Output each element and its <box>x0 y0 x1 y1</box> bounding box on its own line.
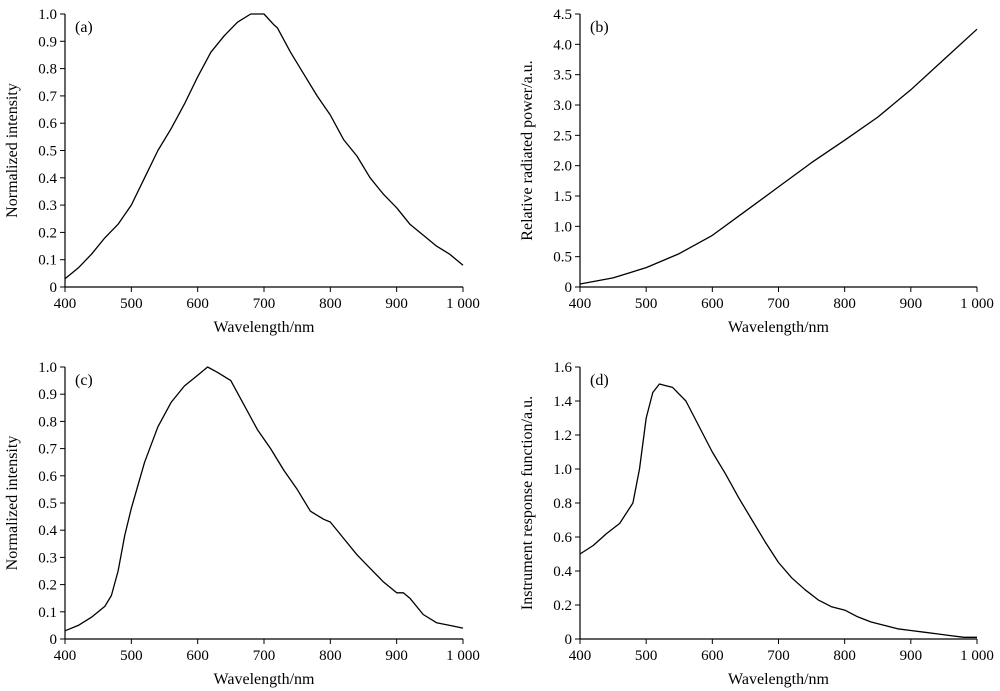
x-tick-label: 1 000 <box>446 648 480 664</box>
y-tick-label: 3.5 <box>553 68 572 84</box>
y-tick-label: 3.0 <box>553 98 572 114</box>
x-tick-label: 1 000 <box>446 296 480 312</box>
y-tick-label: 1.5 <box>553 189 572 205</box>
y-tick-label: 0.9 <box>38 387 57 403</box>
y-tick-label: 0.4 <box>38 171 57 187</box>
y-tick-label: 0.1 <box>38 253 57 269</box>
x-tick-label: 500 <box>120 296 143 312</box>
y-tick-label: 1.6 <box>553 360 572 376</box>
x-axis-title: Wavelength/nm <box>214 671 315 688</box>
x-tick-label: 900 <box>900 648 923 664</box>
y-tick-label: 2.0 <box>553 159 572 175</box>
y-tick-label: 0 <box>565 280 573 296</box>
y-axis-title: Normalized intensity <box>4 83 21 218</box>
y-tick-label: 1.0 <box>38 360 57 376</box>
series-line-1 <box>64 366 464 632</box>
y-tick-label: 2.5 <box>553 128 572 144</box>
x-tick-label: 600 <box>701 648 724 664</box>
chart-panel-1: 400 500 600 700 800 900 1 000 0 0.1 0.2 0.3 0.4 0.5 0… <box>4 7 480 336</box>
y-tick-label: 0.5 <box>38 496 57 512</box>
panel-label: (d) <box>590 372 609 389</box>
x-axis-title: Wavelength/nm <box>728 319 829 336</box>
chart-panel-3: 400 500 600 700 800 900 1 000 0 0.1 0.2 0.3 0.4 0.5 0… <box>4 360 480 688</box>
y-tick-label: 0.3 <box>38 198 57 214</box>
x-tick-label: 700 <box>253 296 276 312</box>
x-tick-label: 800 <box>319 648 342 664</box>
x-tick-label: 1 000 <box>960 296 994 312</box>
x-tick-label: 500 <box>120 648 143 664</box>
series-line-1 <box>579 28 978 285</box>
x-tick-label: 800 <box>833 648 856 664</box>
y-axis-title: Relative radiated power/a.u. <box>519 60 536 240</box>
series-line-1 <box>579 383 977 638</box>
x-tick-label: 600 <box>186 648 209 664</box>
x-tick-label: 600 <box>701 296 724 312</box>
y-tick-label: 0.1 <box>38 605 57 621</box>
panel-label: (a) <box>75 19 93 36</box>
y-tick-label: 0.8 <box>553 496 572 512</box>
chart-panel-2: 400 500 600 700 800 900 1 000 0 0.5 1.0 1.5 2.0 2.5 3… <box>519 7 994 336</box>
x-tick-label: 400 <box>569 296 592 312</box>
panel-label: (b) <box>590 19 609 36</box>
x-tick-label: 500 <box>635 648 658 664</box>
y-tick-label: 0.4 <box>553 564 572 580</box>
chart-panel-4: 400 500 600 700 800 900 1 000 0 0.2 0.4 0.6 0.8 1.0 1… <box>519 360 994 688</box>
x-tick-label: 900 <box>385 296 408 312</box>
y-tick-label: 0.8 <box>38 62 57 78</box>
x-tick-label: 400 <box>569 648 592 664</box>
y-tick-label: 0.7 <box>38 89 57 105</box>
y-tick-label: 0 <box>50 280 58 296</box>
x-axis-title: Wavelength/nm <box>728 671 829 688</box>
y-tick-label: 0.4 <box>38 523 57 539</box>
x-tick-label: 500 <box>635 296 658 312</box>
y-tick-label: 0 <box>50 632 58 648</box>
x-tick-label: 900 <box>385 648 408 664</box>
y-tick-label: 0.7 <box>38 442 57 458</box>
y-tick-label: 0.2 <box>553 598 572 614</box>
y-tick-label: 1.2 <box>553 428 572 444</box>
panel-label: (c) <box>75 372 93 389</box>
x-tick-label: 900 <box>900 296 923 312</box>
series-line-1 <box>64 13 464 280</box>
y-tick-label: 0.5 <box>553 250 572 266</box>
x-tick-label: 700 <box>253 648 276 664</box>
x-tick-label: 1 000 <box>960 648 994 664</box>
y-tick-label: 0.3 <box>38 550 57 566</box>
y-tick-label: 0.8 <box>38 414 57 430</box>
y-tick-label: 1.4 <box>553 394 572 410</box>
x-tick-label: 700 <box>767 296 790 312</box>
y-tick-label: 1.0 <box>553 219 572 235</box>
x-tick-label: 800 <box>833 296 856 312</box>
y-tick-label: 4.0 <box>553 37 572 53</box>
y-tick-label: 1.0 <box>38 7 57 23</box>
y-axis-title: Instrument response function/a.u. <box>519 396 536 610</box>
y-tick-label: 0 <box>565 632 573 648</box>
y-tick-label: 0.9 <box>38 34 57 50</box>
y-axis-title: Normalized intensity <box>4 436 21 571</box>
x-tick-label: 400 <box>54 648 77 664</box>
y-tick-label: 0.6 <box>38 469 57 485</box>
x-axis-title: Wavelength/nm <box>214 319 315 336</box>
y-tick-label: 0.6 <box>38 116 57 132</box>
x-tick-label: 600 <box>186 296 209 312</box>
x-tick-label: 400 <box>54 296 77 312</box>
y-tick-label: 1.0 <box>553 462 572 478</box>
y-tick-label: 0.5 <box>38 144 57 160</box>
y-tick-label: 0.2 <box>38 225 57 241</box>
y-tick-label: 4.5 <box>553 7 572 23</box>
x-tick-label: 800 <box>319 296 342 312</box>
y-tick-label: 0.6 <box>553 530 572 546</box>
x-tick-label: 700 <box>767 648 790 664</box>
y-tick-label: 0.2 <box>38 578 57 594</box>
